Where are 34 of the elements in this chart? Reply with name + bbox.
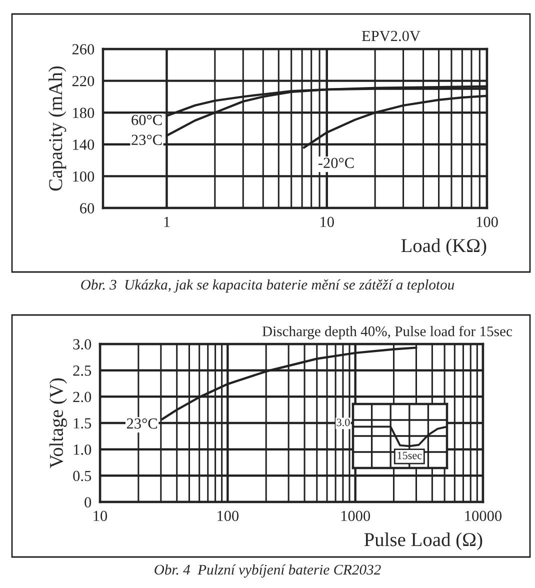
x-axis-title: Load (KΩ)	[401, 238, 486, 256]
text: Discharge depth 40%, Pulse load for 15sec	[262, 326, 512, 340]
y-axis-title: Voltage (V)	[49, 378, 68, 468]
y-axis-title: Capacity (mAh)	[48, 66, 66, 191]
y-tick-label: 140	[73, 140, 94, 150]
y-tick-label: 100	[73, 171, 94, 182]
x-tick-label: 10000	[465, 510, 502, 522]
annotation: 15sec	[398, 452, 422, 460]
x-tick-label: 100	[476, 216, 498, 228]
x-tick-label: 1	[164, 216, 170, 227]
y-tick-label: 180	[73, 108, 94, 118]
y-tick-label: 60	[80, 203, 94, 214]
x-axis-title: Pulse Load (Ω)	[364, 532, 482, 550]
x-tick-label: 10	[94, 510, 108, 522]
y-tick-label: 1.5	[74, 418, 92, 429]
y-tick-label: 2.5	[73, 366, 92, 376]
y-tick-label: 3.0	[73, 339, 92, 350]
series-label: -20°C	[318, 158, 354, 168]
x-tick-label: 100	[218, 510, 239, 522]
y-tick-label: 220	[72, 76, 94, 86]
y-tick-label: 1.0	[74, 444, 92, 455]
x-tick-label: 10	[320, 216, 334, 228]
y-tick-label: 0.5	[73, 470, 92, 482]
series-label: 60°C	[132, 114, 162, 126]
text: Obr. 4 Pulzní vybíjení baterie CR2032	[154, 564, 381, 578]
y-tick-label: 0	[84, 497, 92, 508]
y-tick-label: 260	[72, 44, 94, 54]
annotation: 3.0	[336, 418, 350, 426]
text: EPV2.0V	[362, 30, 420, 42]
x-tick-label: 1000	[341, 510, 370, 522]
series-label: 23°C	[132, 134, 162, 146]
series-label: 23°C	[126, 418, 157, 429]
y-tick-label: 2.0	[73, 392, 92, 402]
text: Obr. 3 Ukázka, jak se kapacita baterie mění se zátěží a teplotou	[81, 279, 454, 293]
